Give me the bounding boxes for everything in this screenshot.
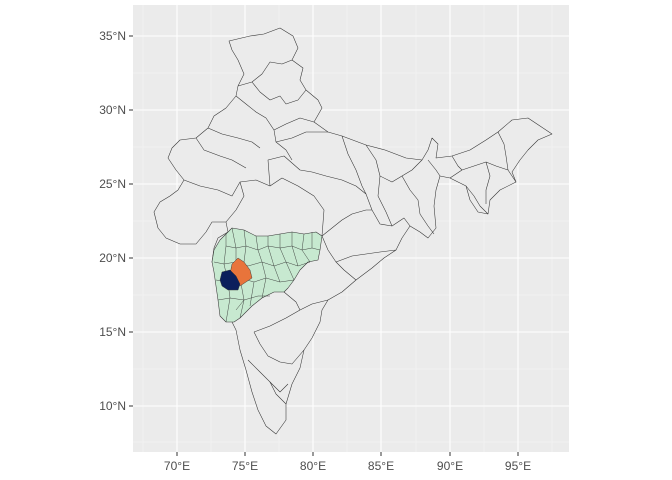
highlighted-state	[211, 227, 323, 323]
india-outline	[153, 27, 553, 435]
x-tick-label: 80°E	[300, 459, 326, 473]
y-tick-label: 30°N	[99, 103, 126, 117]
y-tick-label: 15°N	[99, 325, 126, 339]
district-navy	[219, 269, 241, 291]
y-tick-label: 35°N	[99, 29, 126, 43]
y-tick-label: 20°N	[99, 251, 126, 265]
district-borders	[213, 227, 321, 323]
y-axis-labels: 10°N 15°N 20°N 25°N 30°N 35°N	[99, 29, 126, 413]
x-tick-label: 75°E	[232, 459, 258, 473]
state-borders	[183, 59, 517, 405]
y-tick-label: 25°N	[99, 177, 126, 191]
x-tick-label: 95°E	[505, 459, 531, 473]
x-tick-label: 90°E	[437, 459, 463, 473]
x-axis-labels: 70°E 75°E 80°E 85°E 90°E 95°E	[164, 459, 531, 473]
x-tick-label: 85°E	[368, 459, 394, 473]
axis-ticks	[129, 35, 519, 456]
x-tick-label: 70°E	[164, 459, 190, 473]
y-tick-label: 10°N	[99, 399, 126, 413]
